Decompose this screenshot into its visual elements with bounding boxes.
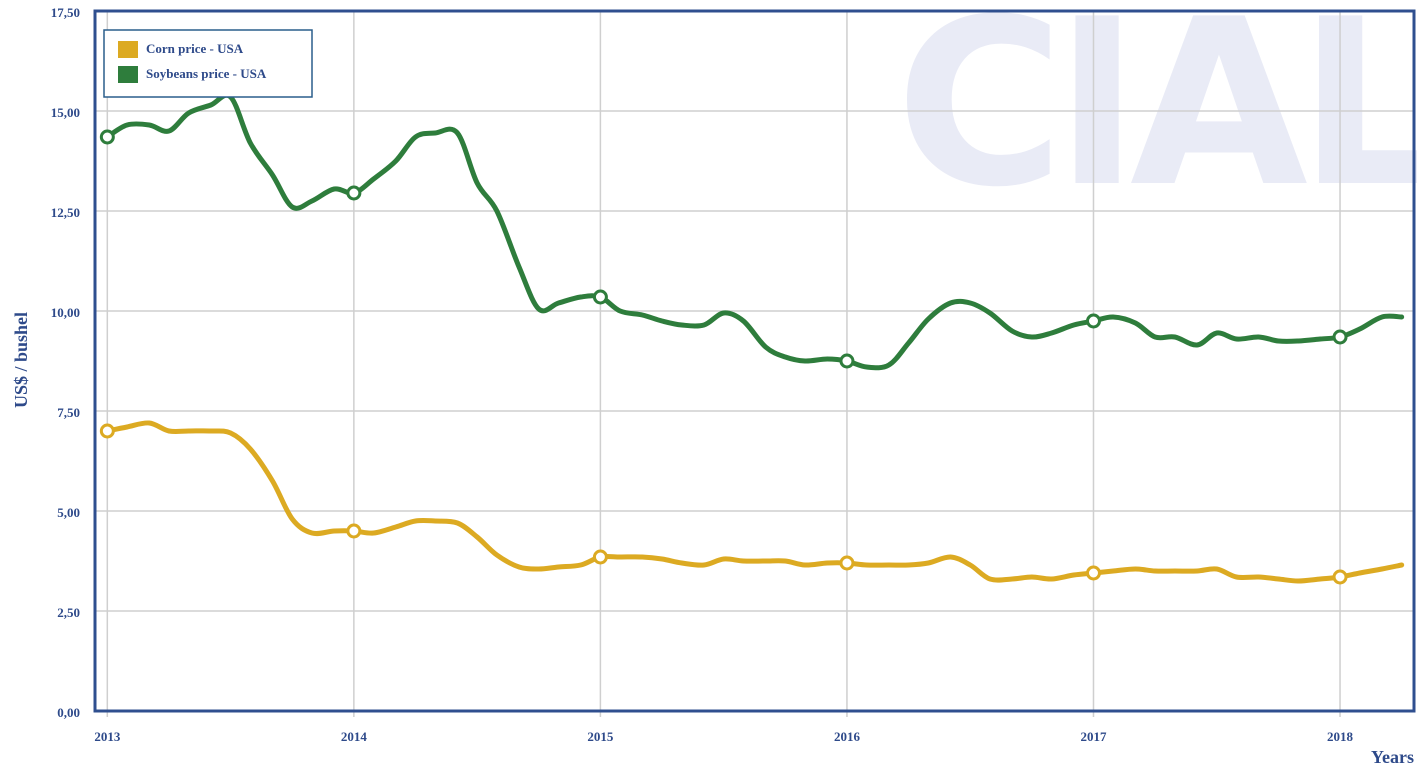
point-marker xyxy=(839,353,855,369)
y-axis-label: US$ / bushel xyxy=(11,312,31,408)
y-tick-label: 17,50 xyxy=(51,5,80,20)
y-tick-label: 7,50 xyxy=(57,405,80,420)
watermark: CIAL xyxy=(896,0,1417,238)
point-marker xyxy=(346,185,362,201)
legend-label: Soybeans price - USA xyxy=(146,66,267,81)
line xyxy=(104,420,1405,584)
plot-border xyxy=(93,9,1416,713)
legend-label: Corn price - USA xyxy=(146,41,244,56)
y-tick-label: 2,50 xyxy=(57,605,80,620)
x-tick-label: 2014 xyxy=(341,729,368,744)
y-tick-label: 5,00 xyxy=(57,505,80,520)
x-tick-label: 2018 xyxy=(1327,729,1354,744)
legend: Corn price - USA Soybeans price - USA xyxy=(103,29,313,98)
legend-box xyxy=(103,29,313,98)
x-tick-label: 2017 xyxy=(1080,729,1107,744)
y-tick-label: 12,50 xyxy=(51,205,80,220)
point-marker xyxy=(99,423,115,439)
point-marker xyxy=(1085,313,1101,329)
legend-swatch xyxy=(118,41,138,58)
point-marker xyxy=(1332,329,1348,345)
y-tick-label: 10,00 xyxy=(51,305,80,320)
y-tick-label: 0,00 xyxy=(57,705,80,720)
x-tick-label: 2016 xyxy=(834,729,861,744)
point-marker xyxy=(592,549,608,565)
point-marker xyxy=(1332,569,1348,585)
point-marker xyxy=(592,289,608,305)
x-tick-label: 2013 xyxy=(94,729,121,744)
point-marker xyxy=(346,523,362,539)
point-marker xyxy=(1085,565,1101,581)
legend-swatch xyxy=(118,66,138,83)
point-marker xyxy=(99,129,115,145)
x-tick-label: 2015 xyxy=(587,729,614,744)
y-tick-label: 15,00 xyxy=(51,105,80,120)
line xyxy=(104,92,1405,371)
point-marker xyxy=(839,555,855,571)
x-axis-label: Years xyxy=(1371,747,1414,767)
